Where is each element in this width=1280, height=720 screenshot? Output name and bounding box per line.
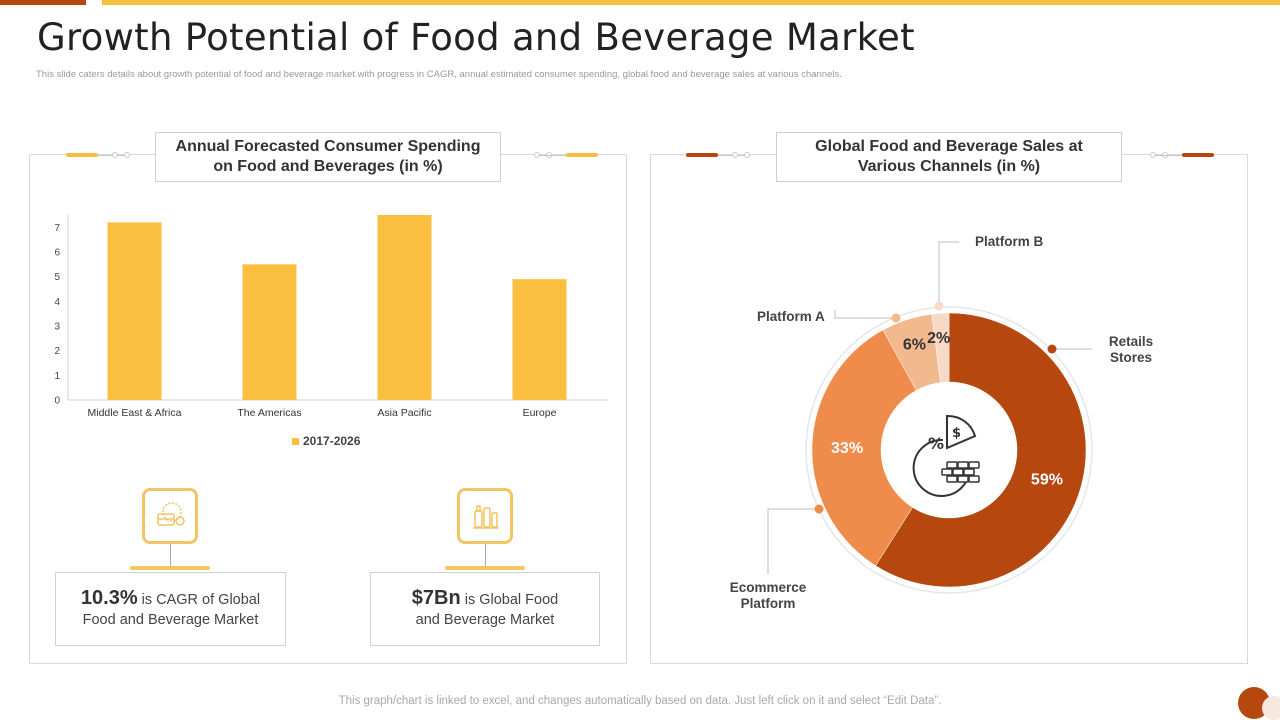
callout-dot: [1047, 344, 1057, 354]
food-basket-icon: [142, 488, 198, 544]
coin-block: [941, 468, 953, 476]
stat-value: 10.3%: [80, 587, 138, 609]
bar: [377, 215, 432, 400]
cagr-stat-box: 10.3% is CAGR of Global Food and Beverag…: [55, 572, 286, 646]
page-subtitle: This slide caters details about growth p…: [36, 69, 842, 80]
x-tick-label: Asia Pacific: [377, 407, 431, 419]
stat-value: $7Bn: [411, 587, 461, 609]
decorative-connector: [534, 149, 600, 161]
callout-dot: [814, 504, 824, 514]
market-size-stat-box: $7Bn is Global Food and Beverage Market: [370, 572, 600, 646]
coin-block: [957, 461, 969, 469]
coin-block: [957, 475, 969, 483]
callout-dot: [934, 301, 944, 311]
coin-block: [963, 468, 975, 476]
bar: [512, 279, 567, 400]
coin-block: [968, 461, 980, 469]
slice-label: 59%: [1031, 471, 1063, 488]
callout-text: Platform B: [975, 234, 1044, 249]
callout-text: Platform: [740, 596, 796, 611]
beverage-bottles-icon: [457, 488, 513, 544]
connector-stem: [485, 544, 486, 566]
connector-base: [130, 566, 210, 570]
sales-channels-donut-chart[interactable]: 59% 33% 6% 2%% $: [650, 154, 1248, 664]
stat-text: is CAGR of Global: [137, 592, 261, 608]
finance-chart-icon: [912, 414, 977, 497]
percent-glyph: %: [928, 434, 944, 453]
stat-text: Food and Beverage Market: [82, 612, 259, 628]
y-tick-label: 1: [54, 371, 60, 382]
callout-text: Ecommerce: [729, 580, 807, 595]
x-tick-label: The Americas: [237, 407, 301, 419]
corner-decoration-light: [1262, 696, 1280, 720]
donut-outer-ring: [805, 306, 1093, 594]
chart-legend: 2017-2026: [292, 434, 360, 448]
legend-swatch: [292, 437, 299, 445]
y-tick-label: 4: [54, 297, 60, 308]
sales-chart-heading: Global Food and Beverage Sales at Variou…: [776, 132, 1122, 182]
slice-label: 33%: [831, 440, 863, 457]
y-tick-label: 5: [54, 272, 60, 283]
coin-block: [946, 461, 958, 469]
decorative-connector: [686, 149, 752, 161]
callout-ecommerce-platform: Ecommerce Platform: [722, 580, 814, 612]
callout-text: Platform A: [757, 309, 825, 324]
heading-line: Global Food and Beverage Sales at: [815, 138, 1083, 155]
stat-text: and Beverage Market: [415, 612, 555, 628]
spending-bar-chart[interactable]: 0 1 2 3 4 5 6 7 Middle East & Africa The Americas…: [40, 205, 620, 430]
slice-label: 6%: [903, 336, 926, 353]
stat-text: is Global Food: [460, 592, 559, 608]
coin-block: [946, 475, 958, 483]
decorative-connector: [66, 149, 132, 161]
callout-platform-b: Platform B: [975, 234, 1043, 250]
callout-text: Stores: [1109, 350, 1153, 365]
y-tick-label: 7: [54, 223, 60, 234]
top-accent-bar-light: [102, 0, 1280, 5]
spending-chart-heading: Annual Forecasted Consumer Spending on F…: [155, 132, 501, 182]
heading-line: Annual Forecasted Consumer Spending: [175, 138, 481, 155]
x-tick-label: Europe: [523, 407, 557, 419]
x-tick-label: Middle East & Africa: [88, 407, 182, 419]
callout-platform-a: Platform A: [757, 309, 825, 325]
donut-slice: [811, 329, 917, 567]
footer-note: This graph/chart is linked to excel, and…: [338, 695, 942, 707]
y-tick-label: 6: [54, 248, 60, 259]
donut-slice: [931, 312, 950, 383]
top-accent-bar-dark: [0, 0, 86, 5]
decorative-connector: [1150, 149, 1216, 161]
heading-line: on Food and Beverages (in %): [213, 158, 443, 175]
callout-dot: [891, 313, 901, 323]
y-tick-label: 2: [54, 346, 60, 357]
coin-block: [952, 468, 964, 476]
y-tick-label: 0: [54, 396, 60, 407]
callout-retail-stores: Retails Stores: [1100, 334, 1162, 366]
connector-stem: [170, 544, 171, 566]
donut-slice: [875, 312, 1087, 588]
page-title: Growth Potential of Food and Beverage Ma…: [37, 16, 915, 59]
callout-leader-line: [834, 310, 896, 319]
callout-text: Retails: [1108, 334, 1154, 349]
callout-leader-line: [938, 241, 959, 306]
callout-leader-line: [767, 508, 819, 574]
bar: [107, 222, 162, 400]
legend-label: 2017-2026: [303, 434, 361, 448]
heading-line: Various Channels (in %): [857, 158, 1041, 175]
dollar-glyph: $: [952, 426, 961, 441]
connector-base: [445, 566, 525, 570]
slice-label: 2%: [927, 330, 950, 347]
y-tick-label: 3: [54, 322, 60, 333]
bar: [242, 264, 297, 400]
coin-block: [968, 475, 980, 483]
